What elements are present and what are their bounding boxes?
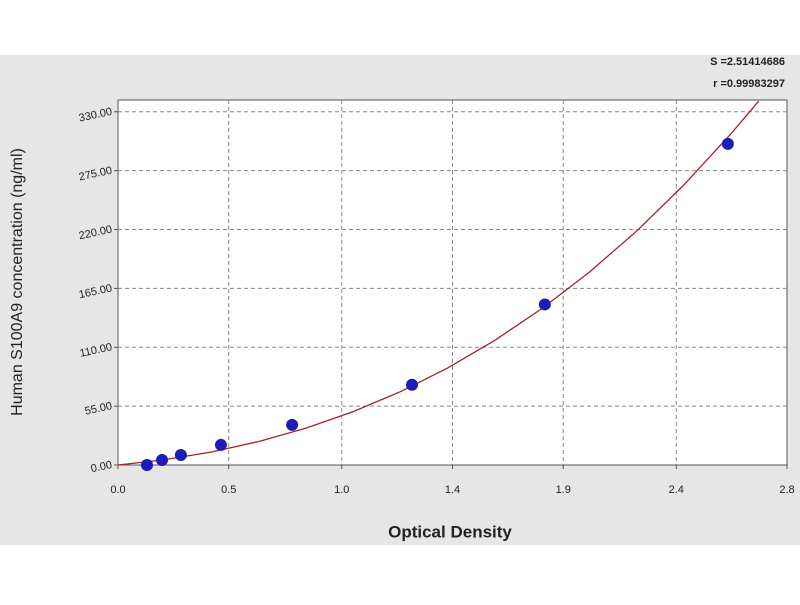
data-point: [721, 137, 734, 150]
x-tick-label: 2.4: [669, 484, 684, 496]
x-tick-label: 1.4: [445, 484, 460, 496]
fit-curve: [118, 100, 760, 465]
stat-s: S =2.51414686: [710, 56, 785, 68]
x-tick-label: 1.9: [556, 484, 571, 496]
stat-r: r =0.99983297: [713, 78, 785, 90]
x-tick-label: 0.0: [110, 484, 125, 496]
x-tick-label: 2.8: [779, 484, 794, 496]
y-tick-label: 0.00: [90, 459, 113, 475]
x-axis-title: Optical Density: [388, 522, 512, 541]
y-tick-label: 55.00: [84, 400, 113, 417]
data-point: [538, 298, 551, 311]
data-point: [286, 418, 299, 431]
data-point: [156, 453, 169, 466]
y-axis-title: Human S100A9 concentration (ng/ml): [9, 148, 26, 416]
x-tick-label: 1.0: [334, 484, 349, 496]
data-point: [405, 378, 418, 391]
x-tick-label: 0.5: [221, 484, 236, 496]
data-point: [140, 459, 153, 471]
data-point: [214, 438, 227, 451]
data-point: [174, 448, 187, 461]
